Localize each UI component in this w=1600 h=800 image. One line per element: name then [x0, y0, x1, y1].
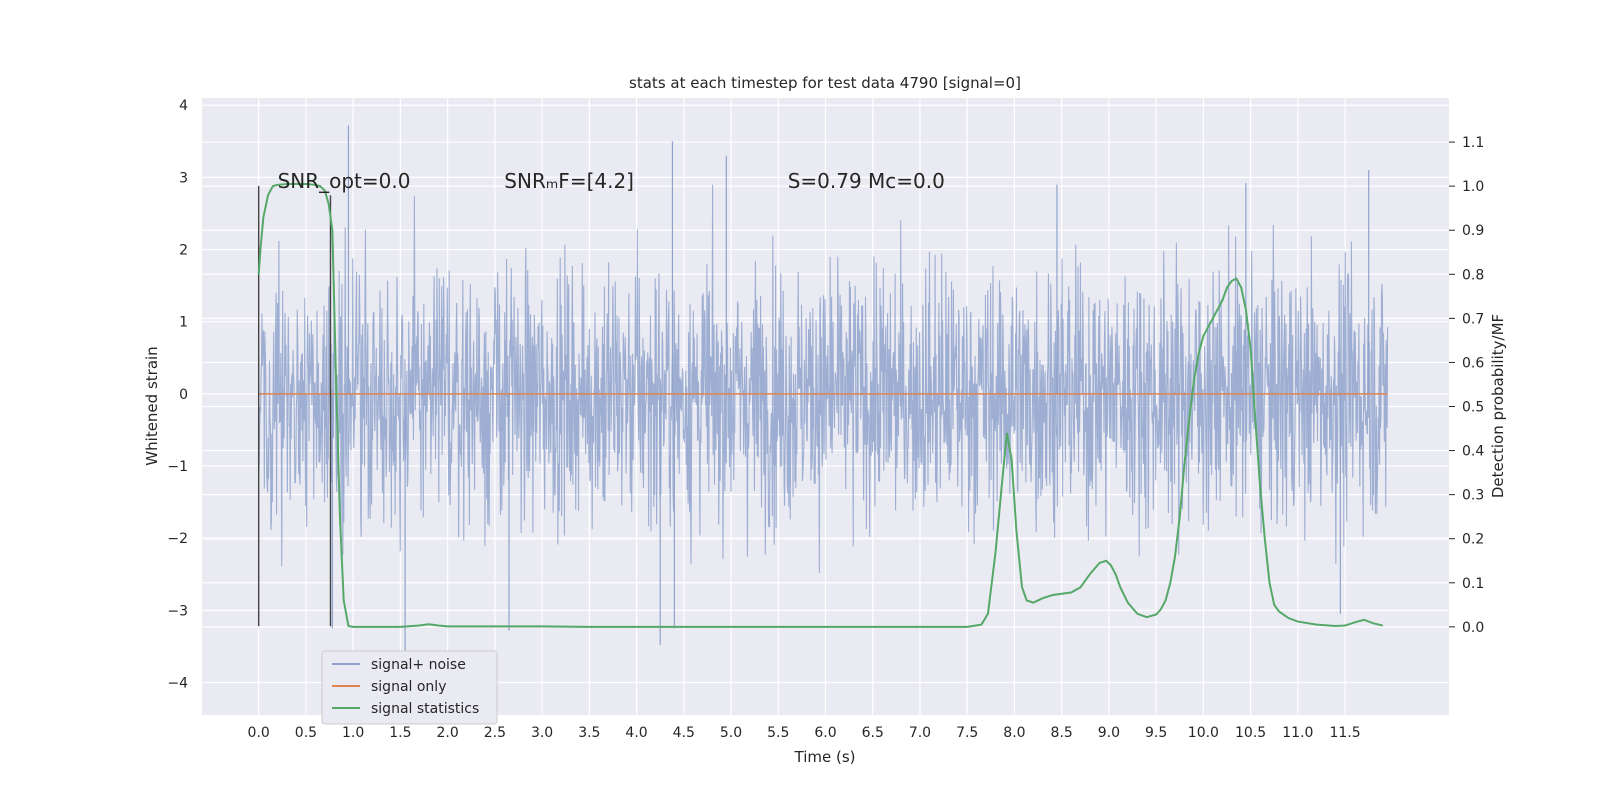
x-tick-label: 1.0: [342, 725, 364, 741]
annotations: SNR_opt=0.0 SNRₘF=[4.2] S=0.79 Mc=0.0: [278, 169, 945, 193]
legend-label-signal-statistics: signal statistics: [371, 701, 479, 717]
y-tick-label-right: 0.4: [1462, 444, 1484, 460]
x-tick-label: 6.5: [862, 725, 884, 741]
x-tick-label: 11.5: [1329, 725, 1360, 741]
y-tick-label-left: 1: [179, 315, 188, 331]
y-axis-right-ticks: 1.1 1.0 0.9 0.8 0.7 0.6 0.5 0.4 0.3 0.2 0.1 0.0: [1449, 135, 1484, 636]
y-tick-label-left: 2: [179, 243, 188, 259]
x-tick-label: 0.0: [248, 725, 270, 741]
y-tick-label-left: 0: [179, 387, 188, 403]
y-axis-label-right: Detection probability/MF: [1489, 314, 1507, 498]
y-tick-label-right: 0.6: [1462, 355, 1484, 371]
statistics-line: [257, 182, 1384, 628]
x-tick-label: 10.0: [1188, 725, 1219, 741]
noise-trace: [258, 184, 1389, 573]
y-tick-label-right: 0.9: [1462, 223, 1484, 239]
legend-box: [321, 650, 498, 725]
x-tick-label: 11.0: [1282, 725, 1313, 741]
vertical-markers: [257, 186, 332, 627]
x-tick-label: 7.5: [956, 725, 978, 741]
annotation-snr-opt: SNR_opt=0.0: [278, 169, 411, 193]
x-tick-label: 3.5: [578, 725, 600, 741]
x-axis-label: Time (s): [794, 748, 856, 766]
y-axis-label-left: Whitened strain: [143, 346, 161, 465]
x-tick-label: 9.5: [1145, 725, 1167, 741]
x-tick-label: 8.5: [1051, 725, 1073, 741]
y-tick-label-left: −2: [167, 531, 188, 547]
legend-label-signal-only: signal only: [371, 679, 446, 695]
x-tick-label: 2.0: [436, 725, 458, 741]
x-tick-label: 5.5: [767, 725, 789, 741]
x-tick-label: 2.5: [484, 725, 506, 741]
chart-title: stats at each timestep for test data 479…: [629, 74, 1021, 92]
y-tick-label-left: 3: [179, 170, 188, 186]
y-tick-label-left: 4: [179, 98, 188, 114]
x-axis-ticks: 0.0 0.5 1.0 1.5 2.0 2.5 3.0 3.5 4.0 4.5 5.0 5.5 6.0 6…: [248, 725, 1361, 741]
legend: signal+ noise signal only signal statist…: [321, 650, 498, 725]
x-tick-label: 0.5: [295, 725, 317, 741]
y-tick-label-left: −4: [167, 676, 188, 692]
x-tick-label: 3.0: [531, 725, 553, 741]
annotation-stat-s: S=0.79 Mc=0.0: [788, 169, 945, 193]
x-tick-label: 4.5: [673, 725, 695, 741]
annotation-snr-mf: SNRₘF=[4.2]: [504, 169, 634, 193]
y-tick-label-right: 0.5: [1462, 400, 1484, 416]
x-tick-label: 6.0: [814, 725, 836, 741]
y-tick-label-right: 0.0: [1462, 620, 1484, 636]
series-signal-noise: [258, 125, 1389, 656]
x-tick-label: 4.0: [625, 725, 647, 741]
y-axis-left-ticks: 4 3 2 1 0 −1 −2 −3 −4: [167, 98, 188, 691]
legend-label-signal-noise: signal+ noise: [371, 657, 466, 673]
x-tick-label: 7.0: [909, 725, 931, 741]
y-tick-label-right: 1.0: [1462, 179, 1484, 195]
x-tick-label: 5.0: [720, 725, 742, 741]
x-tick-label: 8.0: [1003, 725, 1025, 741]
series-signal-statistics: [257, 182, 1384, 628]
x-tick-label: 10.5: [1235, 725, 1266, 741]
y-tick-label-left: −1: [167, 459, 188, 475]
y-tick-label-right: 0.8: [1462, 267, 1484, 283]
y-tick-label-right: 1.1: [1462, 135, 1484, 151]
grid: [202, 98, 1449, 715]
y-tick-label-right: 0.1: [1462, 576, 1484, 592]
y-tick-label-right: 0.2: [1462, 532, 1484, 548]
y-tick-label-right: 0.3: [1462, 488, 1484, 504]
y-tick-label-left: −3: [167, 603, 188, 619]
y-tick-label-right: 0.7: [1462, 311, 1484, 327]
x-tick-label: 9.0: [1098, 725, 1120, 741]
x-tick-label: 1.5: [389, 725, 411, 741]
